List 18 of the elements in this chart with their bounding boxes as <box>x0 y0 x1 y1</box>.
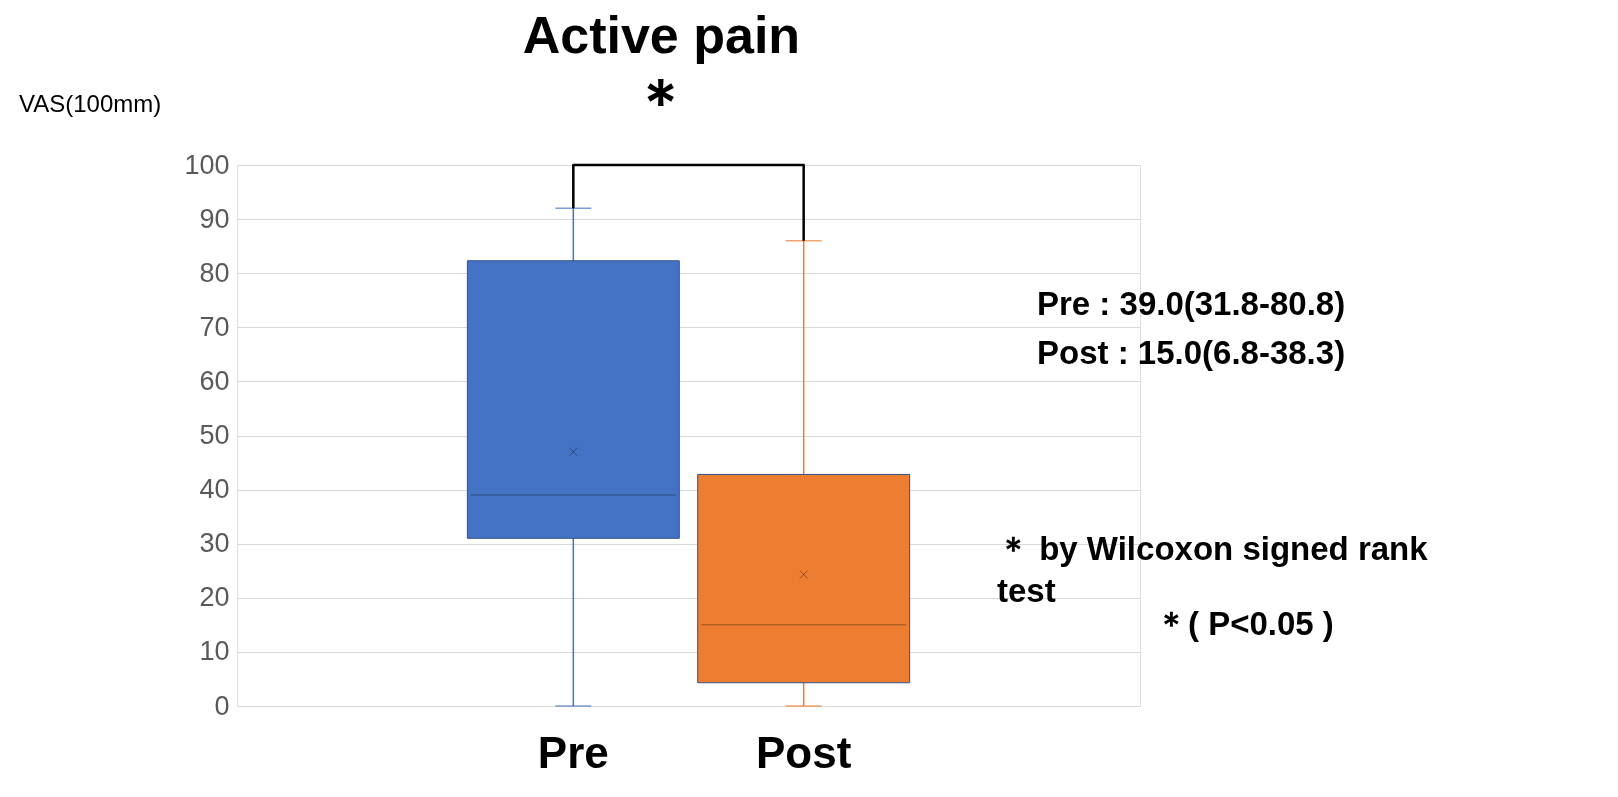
y-tick-label: 70 <box>199 311 230 342</box>
y-tick-label: 90 <box>199 203 230 234</box>
y-tick-label: 0 <box>214 690 230 721</box>
text: Pre : 39.0(31.8-80.8) <box>1037 285 1346 322</box>
x-tick-label: Post <box>756 727 852 777</box>
y-tick-label: 50 <box>199 420 230 450</box>
y-tick-label: 100 <box>184 149 230 180</box>
text: Post : 15.0(6.8-38.3) <box>1037 334 1346 371</box>
y-tick-label: 20 <box>199 582 230 613</box>
y-tick-label: 60 <box>199 365 230 396</box>
chart-title: Active pain <box>522 6 801 64</box>
y-axis-title: VAS(100mm) <box>19 90 162 117</box>
text: ＊ <box>631 67 692 134</box>
y-tick-label: 10 <box>199 636 230 667</box>
y-tick-label: 40 <box>199 474 230 505</box>
y-tick-label: 80 <box>199 257 230 288</box>
x-tick-label: Pre <box>537 727 609 777</box>
y-tick-label: 30 <box>199 528 230 559</box>
